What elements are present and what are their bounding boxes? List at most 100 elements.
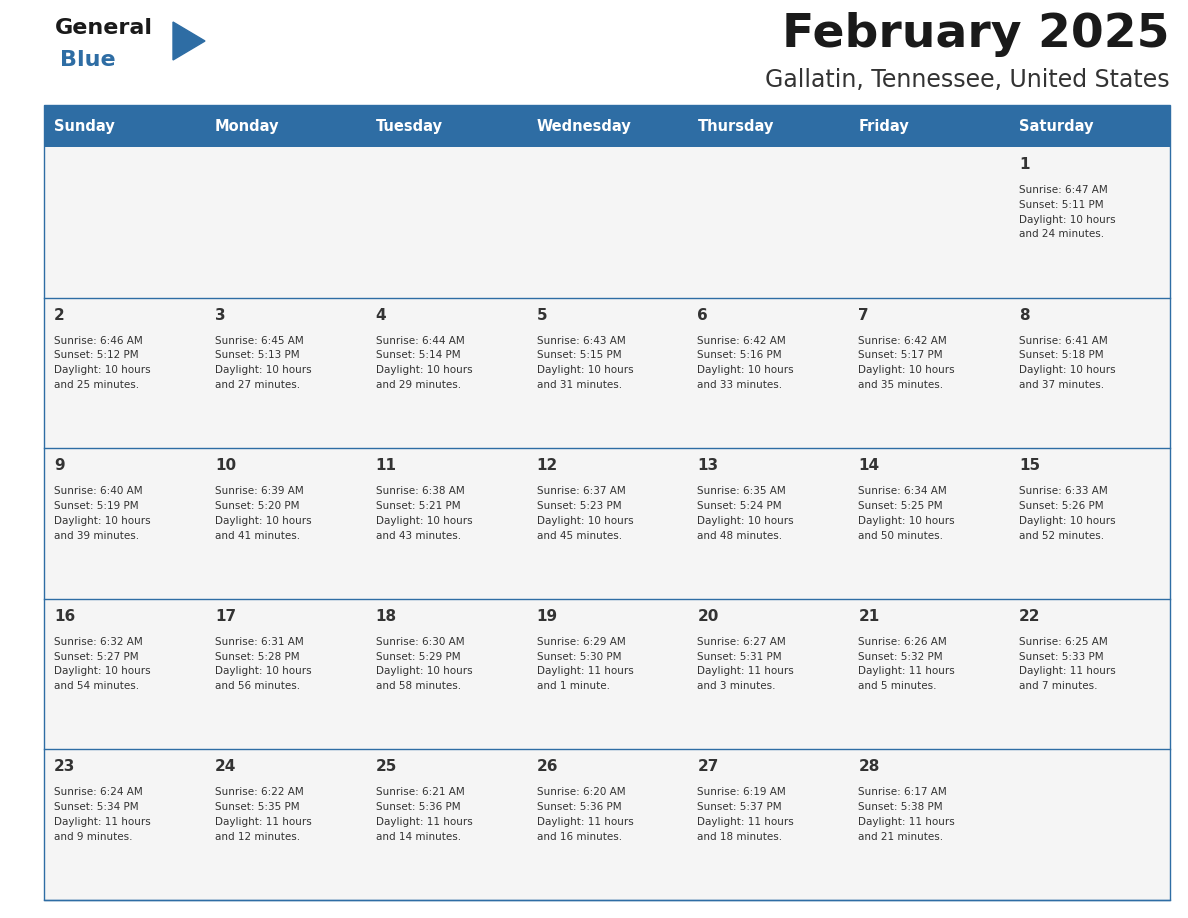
- Text: 24: 24: [215, 759, 236, 775]
- Text: 11: 11: [375, 458, 397, 473]
- Bar: [688, 147, 848, 297]
- Bar: [688, 599, 848, 749]
- Bar: [526, 105, 688, 147]
- Bar: [526, 599, 688, 749]
- Text: Sunrise: 6:24 AM
Sunset: 5:34 PM
Daylight: 11 hours
and 9 minutes.: Sunrise: 6:24 AM Sunset: 5:34 PM Dayligh…: [53, 788, 151, 842]
- Text: Sunrise: 6:32 AM
Sunset: 5:27 PM
Daylight: 10 hours
and 54 minutes.: Sunrise: 6:32 AM Sunset: 5:27 PM Dayligh…: [53, 637, 151, 691]
- Text: 12: 12: [537, 458, 558, 473]
- Text: Sunrise: 6:22 AM
Sunset: 5:35 PM
Daylight: 11 hours
and 12 minutes.: Sunrise: 6:22 AM Sunset: 5:35 PM Dayligh…: [215, 788, 311, 842]
- Bar: [204, 749, 366, 900]
- Text: Friday: Friday: [858, 118, 909, 133]
- Text: Sunrise: 6:46 AM
Sunset: 5:12 PM
Daylight: 10 hours
and 25 minutes.: Sunrise: 6:46 AM Sunset: 5:12 PM Dayligh…: [53, 336, 151, 390]
- Text: Gallatin, Tennessee, United States: Gallatin, Tennessee, United States: [765, 68, 1170, 92]
- Text: 2: 2: [53, 308, 65, 322]
- Text: 7: 7: [858, 308, 868, 322]
- Bar: [1009, 599, 1170, 749]
- Text: 4: 4: [375, 308, 386, 322]
- Text: 17: 17: [215, 609, 236, 624]
- Text: 18: 18: [375, 609, 397, 624]
- Polygon shape: [173, 22, 206, 60]
- Text: Sunrise: 6:21 AM
Sunset: 5:36 PM
Daylight: 11 hours
and 14 minutes.: Sunrise: 6:21 AM Sunset: 5:36 PM Dayligh…: [375, 788, 473, 842]
- Text: February 2025: February 2025: [783, 12, 1170, 57]
- Bar: [848, 105, 1009, 147]
- Bar: [688, 448, 848, 599]
- Bar: [1009, 297, 1170, 448]
- Bar: [526, 749, 688, 900]
- Text: 15: 15: [1019, 458, 1041, 473]
- Bar: [366, 448, 526, 599]
- Bar: [848, 448, 1009, 599]
- Text: Sunrise: 6:20 AM
Sunset: 5:36 PM
Daylight: 11 hours
and 16 minutes.: Sunrise: 6:20 AM Sunset: 5:36 PM Dayligh…: [537, 788, 633, 842]
- Text: 6: 6: [697, 308, 708, 322]
- Bar: [1009, 105, 1170, 147]
- Bar: [44, 749, 204, 900]
- Text: 27: 27: [697, 759, 719, 775]
- Bar: [204, 147, 366, 297]
- Text: Sunrise: 6:34 AM
Sunset: 5:25 PM
Daylight: 10 hours
and 50 minutes.: Sunrise: 6:34 AM Sunset: 5:25 PM Dayligh…: [858, 487, 955, 541]
- Text: 5: 5: [537, 308, 548, 322]
- Text: 26: 26: [537, 759, 558, 775]
- Text: Sunrise: 6:31 AM
Sunset: 5:28 PM
Daylight: 10 hours
and 56 minutes.: Sunrise: 6:31 AM Sunset: 5:28 PM Dayligh…: [215, 637, 311, 691]
- Text: Sunrise: 6:29 AM
Sunset: 5:30 PM
Daylight: 11 hours
and 1 minute.: Sunrise: 6:29 AM Sunset: 5:30 PM Dayligh…: [537, 637, 633, 691]
- Text: Sunrise: 6:19 AM
Sunset: 5:37 PM
Daylight: 11 hours
and 18 minutes.: Sunrise: 6:19 AM Sunset: 5:37 PM Dayligh…: [697, 788, 795, 842]
- Bar: [44, 297, 204, 448]
- Text: Thursday: Thursday: [697, 118, 773, 133]
- Text: 9: 9: [53, 458, 64, 473]
- Bar: [1009, 749, 1170, 900]
- Text: 10: 10: [215, 458, 236, 473]
- Text: Sunrise: 6:44 AM
Sunset: 5:14 PM
Daylight: 10 hours
and 29 minutes.: Sunrise: 6:44 AM Sunset: 5:14 PM Dayligh…: [375, 336, 473, 390]
- Text: 19: 19: [537, 609, 557, 624]
- Text: Sunrise: 6:47 AM
Sunset: 5:11 PM
Daylight: 10 hours
and 24 minutes.: Sunrise: 6:47 AM Sunset: 5:11 PM Dayligh…: [1019, 185, 1116, 240]
- Bar: [366, 599, 526, 749]
- Text: Tuesday: Tuesday: [375, 118, 443, 133]
- Text: Sunrise: 6:33 AM
Sunset: 5:26 PM
Daylight: 10 hours
and 52 minutes.: Sunrise: 6:33 AM Sunset: 5:26 PM Dayligh…: [1019, 487, 1116, 541]
- Bar: [848, 599, 1009, 749]
- Bar: [688, 749, 848, 900]
- Text: 16: 16: [53, 609, 75, 624]
- Bar: [526, 448, 688, 599]
- Text: Blue: Blue: [61, 50, 115, 70]
- Bar: [526, 147, 688, 297]
- Bar: [688, 297, 848, 448]
- Bar: [44, 147, 204, 297]
- Bar: [366, 147, 526, 297]
- Bar: [848, 297, 1009, 448]
- Text: Sunrise: 6:39 AM
Sunset: 5:20 PM
Daylight: 10 hours
and 41 minutes.: Sunrise: 6:39 AM Sunset: 5:20 PM Dayligh…: [215, 487, 311, 541]
- Bar: [204, 297, 366, 448]
- Bar: [848, 147, 1009, 297]
- Text: 3: 3: [215, 308, 226, 322]
- Bar: [204, 448, 366, 599]
- Text: Sunrise: 6:40 AM
Sunset: 5:19 PM
Daylight: 10 hours
and 39 minutes.: Sunrise: 6:40 AM Sunset: 5:19 PM Dayligh…: [53, 487, 151, 541]
- Text: Sunrise: 6:25 AM
Sunset: 5:33 PM
Daylight: 11 hours
and 7 minutes.: Sunrise: 6:25 AM Sunset: 5:33 PM Dayligh…: [1019, 637, 1116, 691]
- Bar: [366, 297, 526, 448]
- Text: Sunrise: 6:42 AM
Sunset: 5:17 PM
Daylight: 10 hours
and 35 minutes.: Sunrise: 6:42 AM Sunset: 5:17 PM Dayligh…: [858, 336, 955, 390]
- Text: Wednesday: Wednesday: [537, 118, 631, 133]
- Bar: [44, 105, 204, 147]
- Bar: [1009, 147, 1170, 297]
- Text: Sunrise: 6:41 AM
Sunset: 5:18 PM
Daylight: 10 hours
and 37 minutes.: Sunrise: 6:41 AM Sunset: 5:18 PM Dayligh…: [1019, 336, 1116, 390]
- Text: General: General: [55, 18, 153, 38]
- Text: 21: 21: [858, 609, 879, 624]
- Text: Monday: Monday: [215, 118, 279, 133]
- Text: Sunrise: 6:43 AM
Sunset: 5:15 PM
Daylight: 10 hours
and 31 minutes.: Sunrise: 6:43 AM Sunset: 5:15 PM Dayligh…: [537, 336, 633, 390]
- Bar: [526, 297, 688, 448]
- Text: Sunrise: 6:42 AM
Sunset: 5:16 PM
Daylight: 10 hours
and 33 minutes.: Sunrise: 6:42 AM Sunset: 5:16 PM Dayligh…: [697, 336, 794, 390]
- Bar: [44, 448, 204, 599]
- Text: Sunrise: 6:45 AM
Sunset: 5:13 PM
Daylight: 10 hours
and 27 minutes.: Sunrise: 6:45 AM Sunset: 5:13 PM Dayligh…: [215, 336, 311, 390]
- Text: 1: 1: [1019, 157, 1030, 172]
- Text: 25: 25: [375, 759, 397, 775]
- Bar: [688, 105, 848, 147]
- Bar: [1009, 448, 1170, 599]
- Text: 22: 22: [1019, 609, 1041, 624]
- Bar: [848, 749, 1009, 900]
- Bar: [44, 105, 1170, 900]
- Bar: [44, 599, 204, 749]
- Text: 13: 13: [697, 458, 719, 473]
- Text: 14: 14: [858, 458, 879, 473]
- Bar: [204, 599, 366, 749]
- Text: Saturday: Saturday: [1019, 118, 1094, 133]
- Bar: [204, 105, 366, 147]
- Text: Sunrise: 6:17 AM
Sunset: 5:38 PM
Daylight: 11 hours
and 21 minutes.: Sunrise: 6:17 AM Sunset: 5:38 PM Dayligh…: [858, 788, 955, 842]
- Text: Sunday: Sunday: [53, 118, 115, 133]
- Bar: [366, 749, 526, 900]
